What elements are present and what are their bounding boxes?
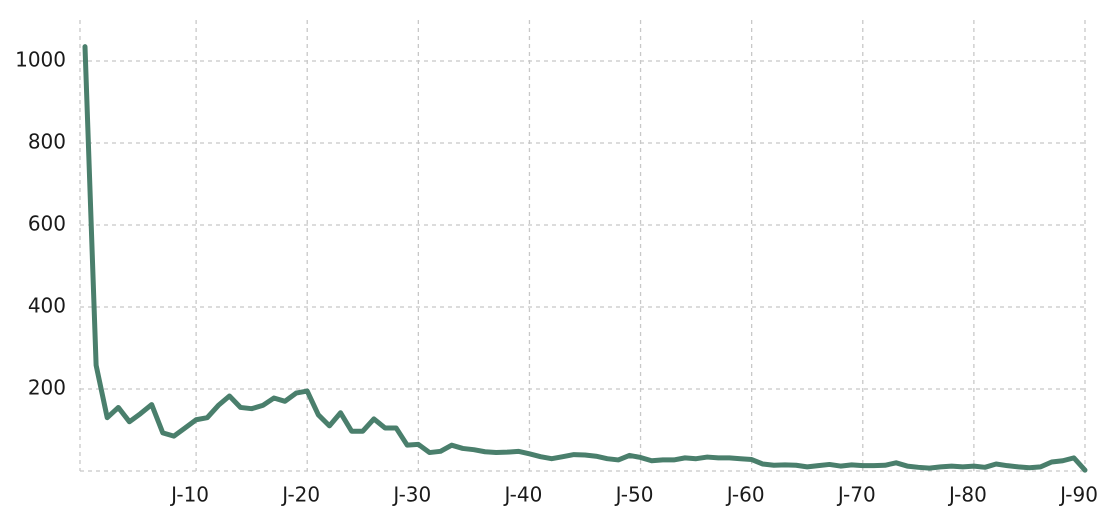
x-tick-label: J-40: [503, 483, 543, 507]
y-tick-label: 800: [28, 130, 66, 154]
data-line: [82, 44, 1088, 473]
x-tick-label: J-30: [391, 483, 431, 507]
x-tick-label: J-50: [614, 483, 654, 507]
y-tick-label: 400: [28, 294, 66, 318]
y-tick-label: 200: [28, 376, 66, 400]
x-tick-label: J-80: [947, 483, 987, 507]
x-tick-label: J-70: [836, 483, 876, 507]
x-tick-label: J-20: [280, 483, 320, 507]
x-tick-label: J-60: [725, 483, 765, 507]
y-tick-label: 600: [28, 212, 66, 236]
y-tick-label: 1000: [15, 48, 66, 72]
x-tick-label: J-10: [169, 483, 209, 507]
x-tick-label: J-90: [1058, 483, 1098, 507]
